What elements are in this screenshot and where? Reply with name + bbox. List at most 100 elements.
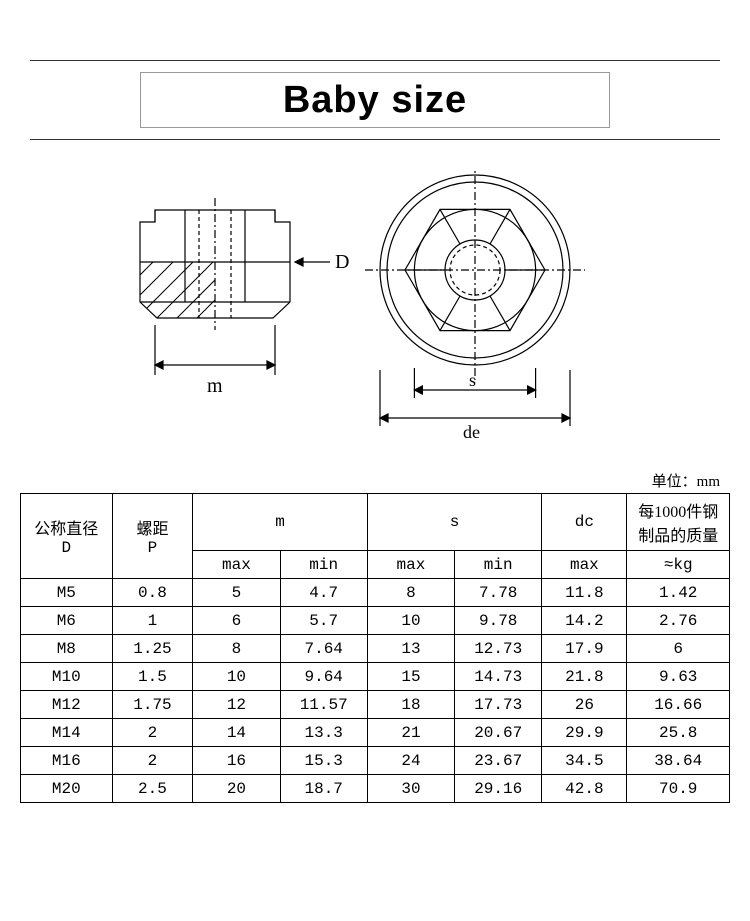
cell-D: M8 [21,635,113,663]
cell-s_min: 7.78 [455,579,542,607]
cell-dc_max: 17.9 [542,635,627,663]
cell-D: M5 [21,579,113,607]
th-s-min: min [455,551,542,579]
label-de: de [463,422,480,442]
cell-D: M16 [21,747,113,775]
th-dc: dc [542,494,627,551]
title-banner: Baby size [30,60,720,140]
cell-s_min: 20.67 [455,719,542,747]
cell-kg: 1.42 [627,579,730,607]
th-dc-max: max [542,551,627,579]
cell-s_max: 8 [367,579,454,607]
cell-m_min: 18.7 [280,775,367,803]
label-m: m [207,375,223,397]
th-m-min: min [280,551,367,579]
cell-m_min: 13.3 [280,719,367,747]
table-row: M50.854.787.7811.81.42 [21,579,730,607]
table-row: M202.52018.73029.1642.870.9 [21,775,730,803]
cell-s_max: 18 [367,691,454,719]
cell-P: 0.8 [112,579,193,607]
cell-s_max: 21 [367,719,454,747]
table-row: M6165.7109.7814.22.76 [21,607,730,635]
th-m-max: max [193,551,280,579]
cell-dc_max: 11.8 [542,579,627,607]
cell-s_min: 12.73 [455,635,542,663]
table-body: M50.854.787.7811.81.42M6165.7109.7814.22… [21,579,730,803]
cell-P: 1.5 [112,663,193,691]
cell-D: M20 [21,775,113,803]
cell-m_max: 14 [193,719,280,747]
cell-kg: 2.76 [627,607,730,635]
cell-P: 1 [112,607,193,635]
th-s-max: max [367,551,454,579]
cell-m_max: 20 [193,775,280,803]
cell-D: M10 [21,663,113,691]
table-row: M121.751211.571817.732616.66 [21,691,730,719]
cell-m_min: 4.7 [280,579,367,607]
th-kg: 每1000件钢 制品的质量 [627,494,730,551]
cell-s_min: 17.73 [455,691,542,719]
label-D: D [335,251,349,273]
table-row: M101.5109.641514.7321.89.63 [21,663,730,691]
th-P: 螺距 P [112,494,193,579]
cell-dc_max: 26 [542,691,627,719]
cell-m_max: 12 [193,691,280,719]
title-rule-bot [30,139,720,140]
cell-dc_max: 34.5 [542,747,627,775]
cell-D: M12 [21,691,113,719]
cell-P: 2.5 [112,775,193,803]
cell-m_min: 5.7 [280,607,367,635]
title-rule-top [30,60,720,61]
cell-dc_max: 14.2 [542,607,627,635]
cell-kg: 25.8 [627,719,730,747]
th-m: m [193,494,368,551]
cell-s_min: 9.78 [455,607,542,635]
cell-m_min: 9.64 [280,663,367,691]
cell-m_max: 16 [193,747,280,775]
cell-kg: 6 [627,635,730,663]
spec-table: 公称直径 D 螺距 P m s dc 每1000件钢 制品的质量 max min… [20,493,730,803]
cell-s_max: 10 [367,607,454,635]
table-row: M1621615.32423.6734.538.64 [21,747,730,775]
cell-P: 2 [112,747,193,775]
cell-s_min: 14.73 [455,663,542,691]
side-view: D m [115,198,349,397]
cell-dc_max: 21.8 [542,663,627,691]
cell-s_max: 15 [367,663,454,691]
page-title: Baby size [283,79,467,122]
table-row: M81.2587.641312.7317.96 [21,635,730,663]
cell-m_min: 11.57 [280,691,367,719]
cell-m_max: 10 [193,663,280,691]
label-s: s [469,370,476,390]
nut-diagram: D m [95,170,655,460]
cell-m_max: 6 [193,607,280,635]
cell-P: 1.75 [112,691,193,719]
cell-m_max: 8 [193,635,280,663]
cell-dc_max: 42.8 [542,775,627,803]
cell-P: 2 [112,719,193,747]
cell-D: M14 [21,719,113,747]
cell-m_max: 5 [193,579,280,607]
cell-P: 1.25 [112,635,193,663]
cell-kg: 16.66 [627,691,730,719]
cell-kg: 70.9 [627,775,730,803]
cell-m_min: 7.64 [280,635,367,663]
table-header: 公称直径 D 螺距 P m s dc 每1000件钢 制品的质量 max min… [21,494,730,579]
table-row: M1421413.32120.6729.925.8 [21,719,730,747]
cell-kg: 38.64 [627,747,730,775]
cell-s_min: 23.67 [455,747,542,775]
unit-label: 单位：mm [0,470,750,493]
cell-m_min: 15.3 [280,747,367,775]
cell-s_min: 29.16 [455,775,542,803]
th-s: s [367,494,542,551]
cell-kg: 9.63 [627,663,730,691]
cell-D: M6 [21,607,113,635]
cell-dc_max: 29.9 [542,719,627,747]
th-D: 公称直径 D [21,494,113,579]
th-kg-unit: ≈kg [627,551,730,579]
cell-s_max: 13 [367,635,454,663]
top-view: s de [365,170,585,442]
cell-s_max: 24 [367,747,454,775]
title-box: Baby size [140,72,610,128]
cell-s_max: 30 [367,775,454,803]
